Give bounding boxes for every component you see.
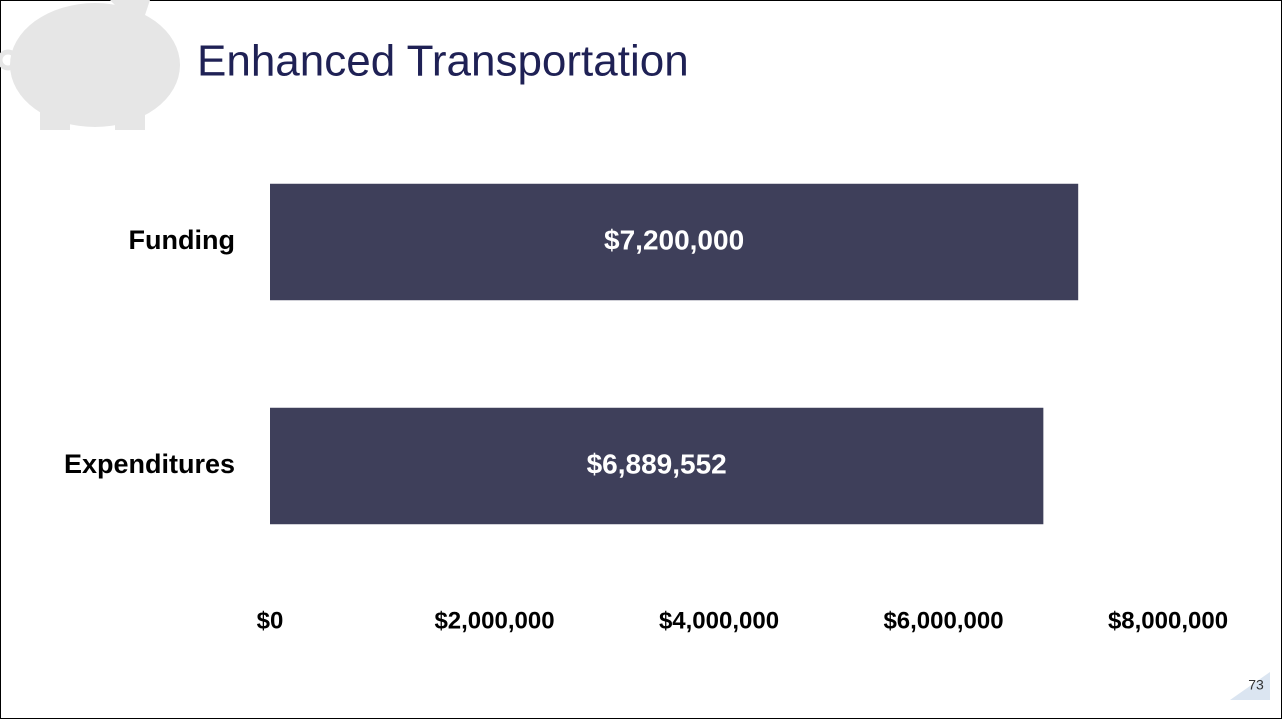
- x-tick-label: $4,000,000: [659, 607, 779, 634]
- x-tick-label: $2,000,000: [434, 607, 554, 634]
- x-tick-label: $0: [257, 607, 284, 634]
- bar: [270, 183, 1079, 301]
- chart-title: Enhanced Transportation: [197, 37, 689, 86]
- y-tick-label: Funding: [129, 225, 235, 255]
- page-corner: [1230, 672, 1270, 700]
- value-label: $7,200,000: [604, 224, 744, 255]
- x-tick-label: $8,000,000: [1108, 607, 1228, 634]
- y-tick-label: Expenditures: [64, 449, 235, 479]
- bar: [270, 407, 1044, 525]
- x-tick-label: $6,000,000: [883, 607, 1003, 634]
- piggy-icon: [0, 0, 180, 130]
- page-number: 73: [1248, 677, 1264, 693]
- value-label: $6,889,552: [587, 448, 727, 479]
